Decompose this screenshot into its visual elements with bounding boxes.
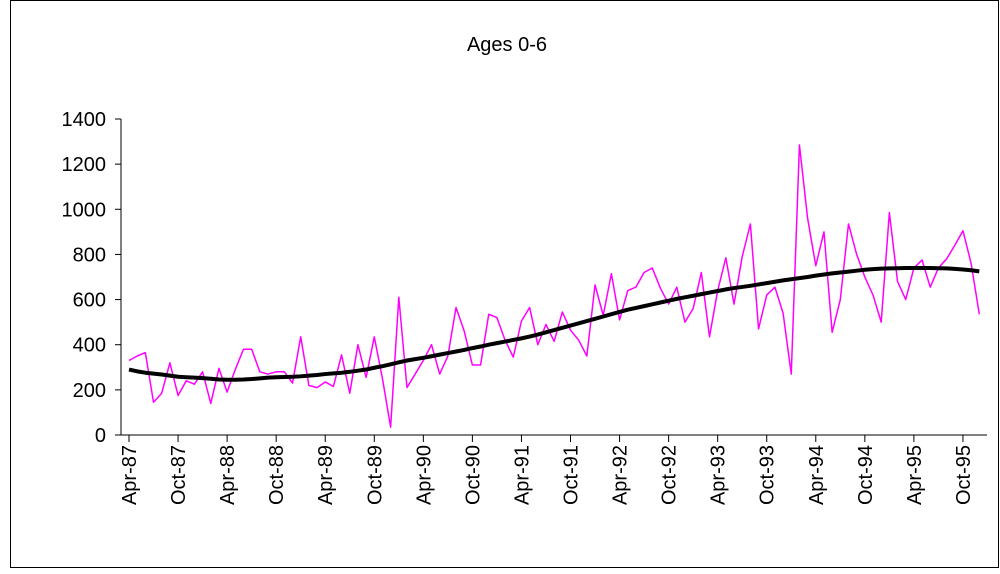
y-tick-label: 600 [73,290,106,312]
y-tick-label: 800 [73,244,106,266]
x-tick-label: Oct-94 [855,445,877,505]
x-tick-label: Oct-93 [757,445,779,505]
x-tick-label: Apr-94 [806,445,828,505]
x-tick-label: Apr-95 [904,445,926,505]
x-tick-label: Oct-91 [561,445,583,505]
y-tick-label: 1200 [62,154,107,176]
x-tick-label: Oct-89 [364,445,386,505]
y-tick-label: 400 [73,335,106,357]
x-tick-label: Apr-91 [511,445,533,505]
x-tick-label: Apr-90 [413,445,435,505]
x-tick-label: Oct-92 [659,445,681,505]
x-tick-label: Oct-88 [266,445,288,505]
chart-title: Ages 0-6 [467,34,547,56]
x-tick-label: Apr-92 [610,445,632,505]
chart-frame [10,0,999,568]
x-tick-label: Oct-87 [168,445,190,505]
x-tick-label: Oct-90 [462,445,484,505]
x-tick-label: Apr-93 [708,445,730,505]
x-tick-label: Apr-88 [217,445,239,505]
y-tick-label: 200 [73,380,106,402]
y-tick-label: 0 [95,425,106,447]
series-line [128,144,981,428]
y-tick-label: 1400 [62,109,107,131]
y-tick-label: 1000 [62,199,107,221]
series-line [128,265,980,382]
x-tick-label: Apr-89 [315,445,337,505]
x-tick-label: Apr-87 [119,445,141,505]
x-tick-label: Oct-95 [953,445,975,505]
